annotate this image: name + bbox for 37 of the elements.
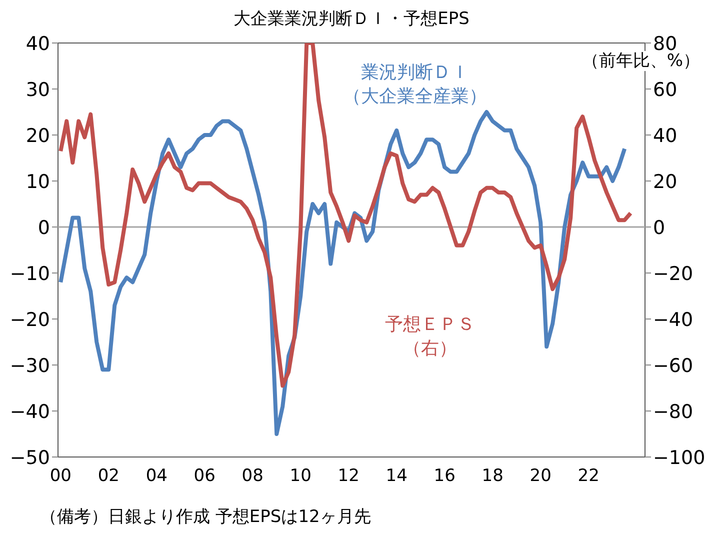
chart-title: 大企業業況判断ＤＩ・予想EPS (234, 9, 470, 29)
line-series (58, 43, 633, 388)
text: 予想ＥＰＳ（右） (385, 314, 475, 359)
y-tick-label: 0 (38, 217, 50, 239)
y-tick-label: 20 (26, 125, 50, 147)
y2-tick-label: 20 (653, 171, 678, 193)
x-tick-label: 20 (530, 466, 552, 486)
x-tick-label: 08 (242, 466, 264, 486)
y-tick-label: 40 (26, 33, 50, 55)
y-tick-label: −30 (10, 355, 50, 377)
x-tick-label: 06 (194, 466, 216, 486)
series-label: 業況判断ＤＩ（大企業全産業） (343, 62, 487, 107)
y2-tick-label: −40 (653, 309, 694, 331)
y-tick-label: 10 (26, 171, 50, 193)
x-tick-label: 18 (482, 466, 504, 486)
x-tick-label: 02 (98, 466, 120, 486)
x-tick-label: 16 (434, 466, 456, 486)
y2-axis-title: （前年比、%） (582, 51, 700, 71)
y2-tick-label: −60 (653, 355, 694, 377)
y2-tick-label: −20 (653, 263, 694, 285)
y-tick-label: −50 (10, 447, 50, 469)
x-tick-label: 00 (50, 466, 72, 486)
x-tick-label: 04 (146, 466, 168, 486)
y-tick-label: −40 (10, 401, 50, 423)
x-tick-label: 10 (290, 466, 312, 486)
y-tick-label: −10 (10, 263, 50, 285)
x-tick-label: 22 (578, 466, 600, 486)
y2-tick-label: −80 (653, 401, 694, 423)
x-tick-label: 14 (386, 466, 408, 486)
text: （備考）日銀より作成 予想EPSは12ヶ月先 (40, 507, 371, 527)
y2-tick-label: 60 (653, 79, 678, 101)
y-tick-label: −20 (10, 309, 50, 331)
y2-tick-label: 40 (653, 125, 678, 147)
y-tick-label: 30 (26, 79, 50, 101)
y2-tick-label: 0 (653, 217, 666, 239)
x-tick-label: 12 (338, 466, 360, 486)
y2-tick-label: −100 (653, 447, 706, 469)
